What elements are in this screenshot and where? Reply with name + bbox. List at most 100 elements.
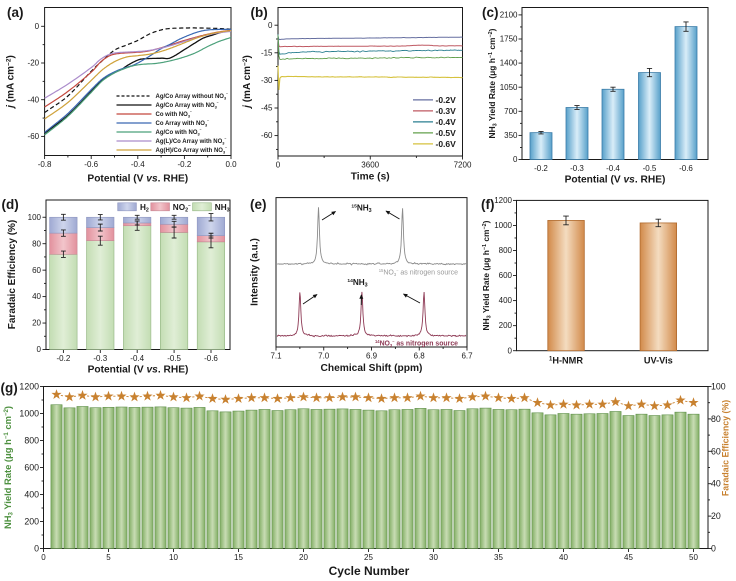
svg-text:-60: -60 <box>261 131 273 140</box>
svg-text:45: 45 <box>624 553 633 562</box>
svg-text:-0.5: -0.5 <box>643 164 657 173</box>
svg-text:100: 100 <box>711 382 726 392</box>
svg-text:0: 0 <box>35 22 40 31</box>
svg-text:600: 600 <box>499 271 513 280</box>
svg-text:80: 80 <box>32 239 41 248</box>
svg-text:15​NO3−​ as nitrogen source: 15​NO3−​ as nitrogen source <box>379 268 458 277</box>
svg-text:-0.6V: -0.6V <box>436 139 457 149</box>
svg-text:-0.3: -0.3 <box>570 164 584 173</box>
svg-text:Ag(L)/Co Array with NO3−​: Ag(L)/Co Array with NO3−​ <box>156 137 227 146</box>
svg-text:0: 0 <box>268 21 273 30</box>
svg-text:7.1: 7.1 <box>270 352 282 361</box>
svg-text:0: 0 <box>276 161 281 170</box>
svg-text:25: 25 <box>364 553 373 562</box>
svg-text:1000: 1000 <box>19 409 39 419</box>
svg-text:0: 0 <box>41 553 46 562</box>
svg-text:350: 350 <box>504 131 518 140</box>
svg-text:-0.2: -0.2 <box>178 160 192 169</box>
svg-text:Time (s): Time (s) <box>351 172 390 183</box>
svg-text:-30: -30 <box>261 76 273 85</box>
svg-text:Ag(H)/Co Array with NO3−​: Ag(H)/Co Array with NO3−​ <box>156 146 228 155</box>
svg-text:-0.6: -0.6 <box>84 160 98 169</box>
svg-text:6.7: 6.7 <box>461 352 473 361</box>
svg-text:1750: 1750 <box>500 35 518 44</box>
svg-text:7200: 7200 <box>454 161 472 170</box>
svg-text:-0.6: -0.6 <box>204 354 218 363</box>
svg-text:-0.2: -0.2 <box>534 164 548 173</box>
svg-text:UV-Vis: UV-Vis <box>644 356 673 366</box>
svg-text:60: 60 <box>32 266 41 275</box>
svg-text:(d): (d) <box>2 197 19 212</box>
svg-text:400: 400 <box>24 490 39 500</box>
svg-text:200: 200 <box>499 321 513 330</box>
svg-text:Potential (V vs. RHE): Potential (V vs. RHE) <box>565 175 666 186</box>
svg-text:-40: -40 <box>28 95 40 104</box>
svg-text:40: 40 <box>711 479 721 489</box>
svg-text:0: 0 <box>711 544 716 554</box>
svg-text:Potential (V vs. RHE): Potential (V vs. RHE) <box>87 174 188 185</box>
svg-text:40: 40 <box>559 553 568 562</box>
svg-text:NH3​ Yield Rate (μg h−1​ cm−2​: NH3​ Yield Rate (μg h−1​ cm−2​) <box>487 28 499 138</box>
svg-text:-20: -20 <box>28 59 40 68</box>
svg-text:Faradaic Efficiency (%): Faradaic Efficiency (%) <box>721 400 731 496</box>
svg-text:60: 60 <box>711 446 721 456</box>
svg-text:20: 20 <box>299 553 308 562</box>
svg-text:-0.5V: -0.5V <box>436 128 457 138</box>
svg-text:-0.3V: -0.3V <box>436 106 457 116</box>
svg-text:7.0: 7.0 <box>318 352 330 361</box>
svg-text:0: 0 <box>508 346 513 355</box>
svg-text:3600: 3600 <box>361 161 379 170</box>
svg-text:-0.2: -0.2 <box>57 354 71 363</box>
svg-text:-0.6: -0.6 <box>679 164 693 173</box>
svg-text:1050: 1050 <box>500 83 518 92</box>
svg-text:400: 400 <box>499 296 513 305</box>
svg-text:1000: 1000 <box>494 221 512 230</box>
svg-text:6.9: 6.9 <box>366 352 378 361</box>
svg-text:0.0: 0.0 <box>225 160 237 169</box>
svg-text:Ag/Co Array without NO3−​: Ag/Co Array without NO3−​ <box>156 92 229 101</box>
svg-text:0: 0 <box>513 155 518 164</box>
svg-text:j (mA cm−2​): j (mA cm−2​) <box>5 55 16 110</box>
svg-text:6.8: 6.8 <box>414 352 426 361</box>
svg-text:NH3​ Yield Rate (μg h−1​ cm−2​: NH3​ Yield Rate (μg h−1​ cm−2​) <box>481 220 493 330</box>
svg-text:600: 600 <box>24 463 39 473</box>
svg-text:200: 200 <box>24 517 39 527</box>
svg-text:1400: 1400 <box>500 59 518 68</box>
svg-text:-60: -60 <box>28 132 40 141</box>
svg-text:Faradaic Efficiency (%): Faradaic Efficiency (%) <box>7 220 18 329</box>
svg-text:14​NO3−​ as nitrogen source: 14​NO3−​ as nitrogen source <box>375 339 458 348</box>
svg-text:0: 0 <box>37 345 42 354</box>
svg-text:10: 10 <box>169 553 178 562</box>
svg-text:-0.5: -0.5 <box>167 354 181 363</box>
svg-text:35: 35 <box>494 553 503 562</box>
svg-text:(c): (c) <box>482 5 499 20</box>
svg-text:5: 5 <box>106 553 111 562</box>
svg-text:j (mA cm−2​): j (mA cm−2​) <box>242 55 253 110</box>
svg-text:Ag/Co Array with NO3−​: Ag/Co Array with NO3−​ <box>156 101 219 110</box>
svg-text:100: 100 <box>28 213 42 222</box>
svg-text:80: 80 <box>711 414 721 424</box>
svg-text:20: 20 <box>711 511 721 521</box>
svg-text:-0.4V: -0.4V <box>436 117 457 127</box>
svg-text:40: 40 <box>32 292 41 301</box>
svg-text:15​NH3: 15​NH3 <box>351 204 371 215</box>
svg-text:(f): (f) <box>481 197 495 212</box>
svg-text:-0.4: -0.4 <box>606 164 620 173</box>
svg-text:15: 15 <box>234 553 243 562</box>
svg-text:(e): (e) <box>250 197 267 212</box>
svg-text:1200: 1200 <box>19 382 39 392</box>
svg-text:-45: -45 <box>261 104 273 113</box>
svg-text:-15: -15 <box>261 48 273 57</box>
svg-text:0: 0 <box>34 544 39 554</box>
svg-text:2100: 2100 <box>500 11 518 20</box>
svg-text:Intensity (a.u.): Intensity (a.u.) <box>250 238 261 306</box>
svg-text:Co Array with NO3−​: Co Array with NO3−​ <box>156 119 210 128</box>
svg-text:30: 30 <box>429 553 438 562</box>
svg-text:Chemical Shift (ppm): Chemical Shift (ppm) <box>321 363 423 374</box>
svg-text:-0.2V: -0.2V <box>436 95 457 105</box>
svg-text:NH3: NH3 <box>215 203 230 214</box>
svg-text:H2: H2 <box>140 203 149 214</box>
svg-text:(g): (g) <box>1 381 18 396</box>
svg-text:Ag/Co with NO3−​: Ag/Co with NO3−​ <box>156 128 202 137</box>
svg-text:14​NH3: 14​NH3 <box>347 278 367 289</box>
